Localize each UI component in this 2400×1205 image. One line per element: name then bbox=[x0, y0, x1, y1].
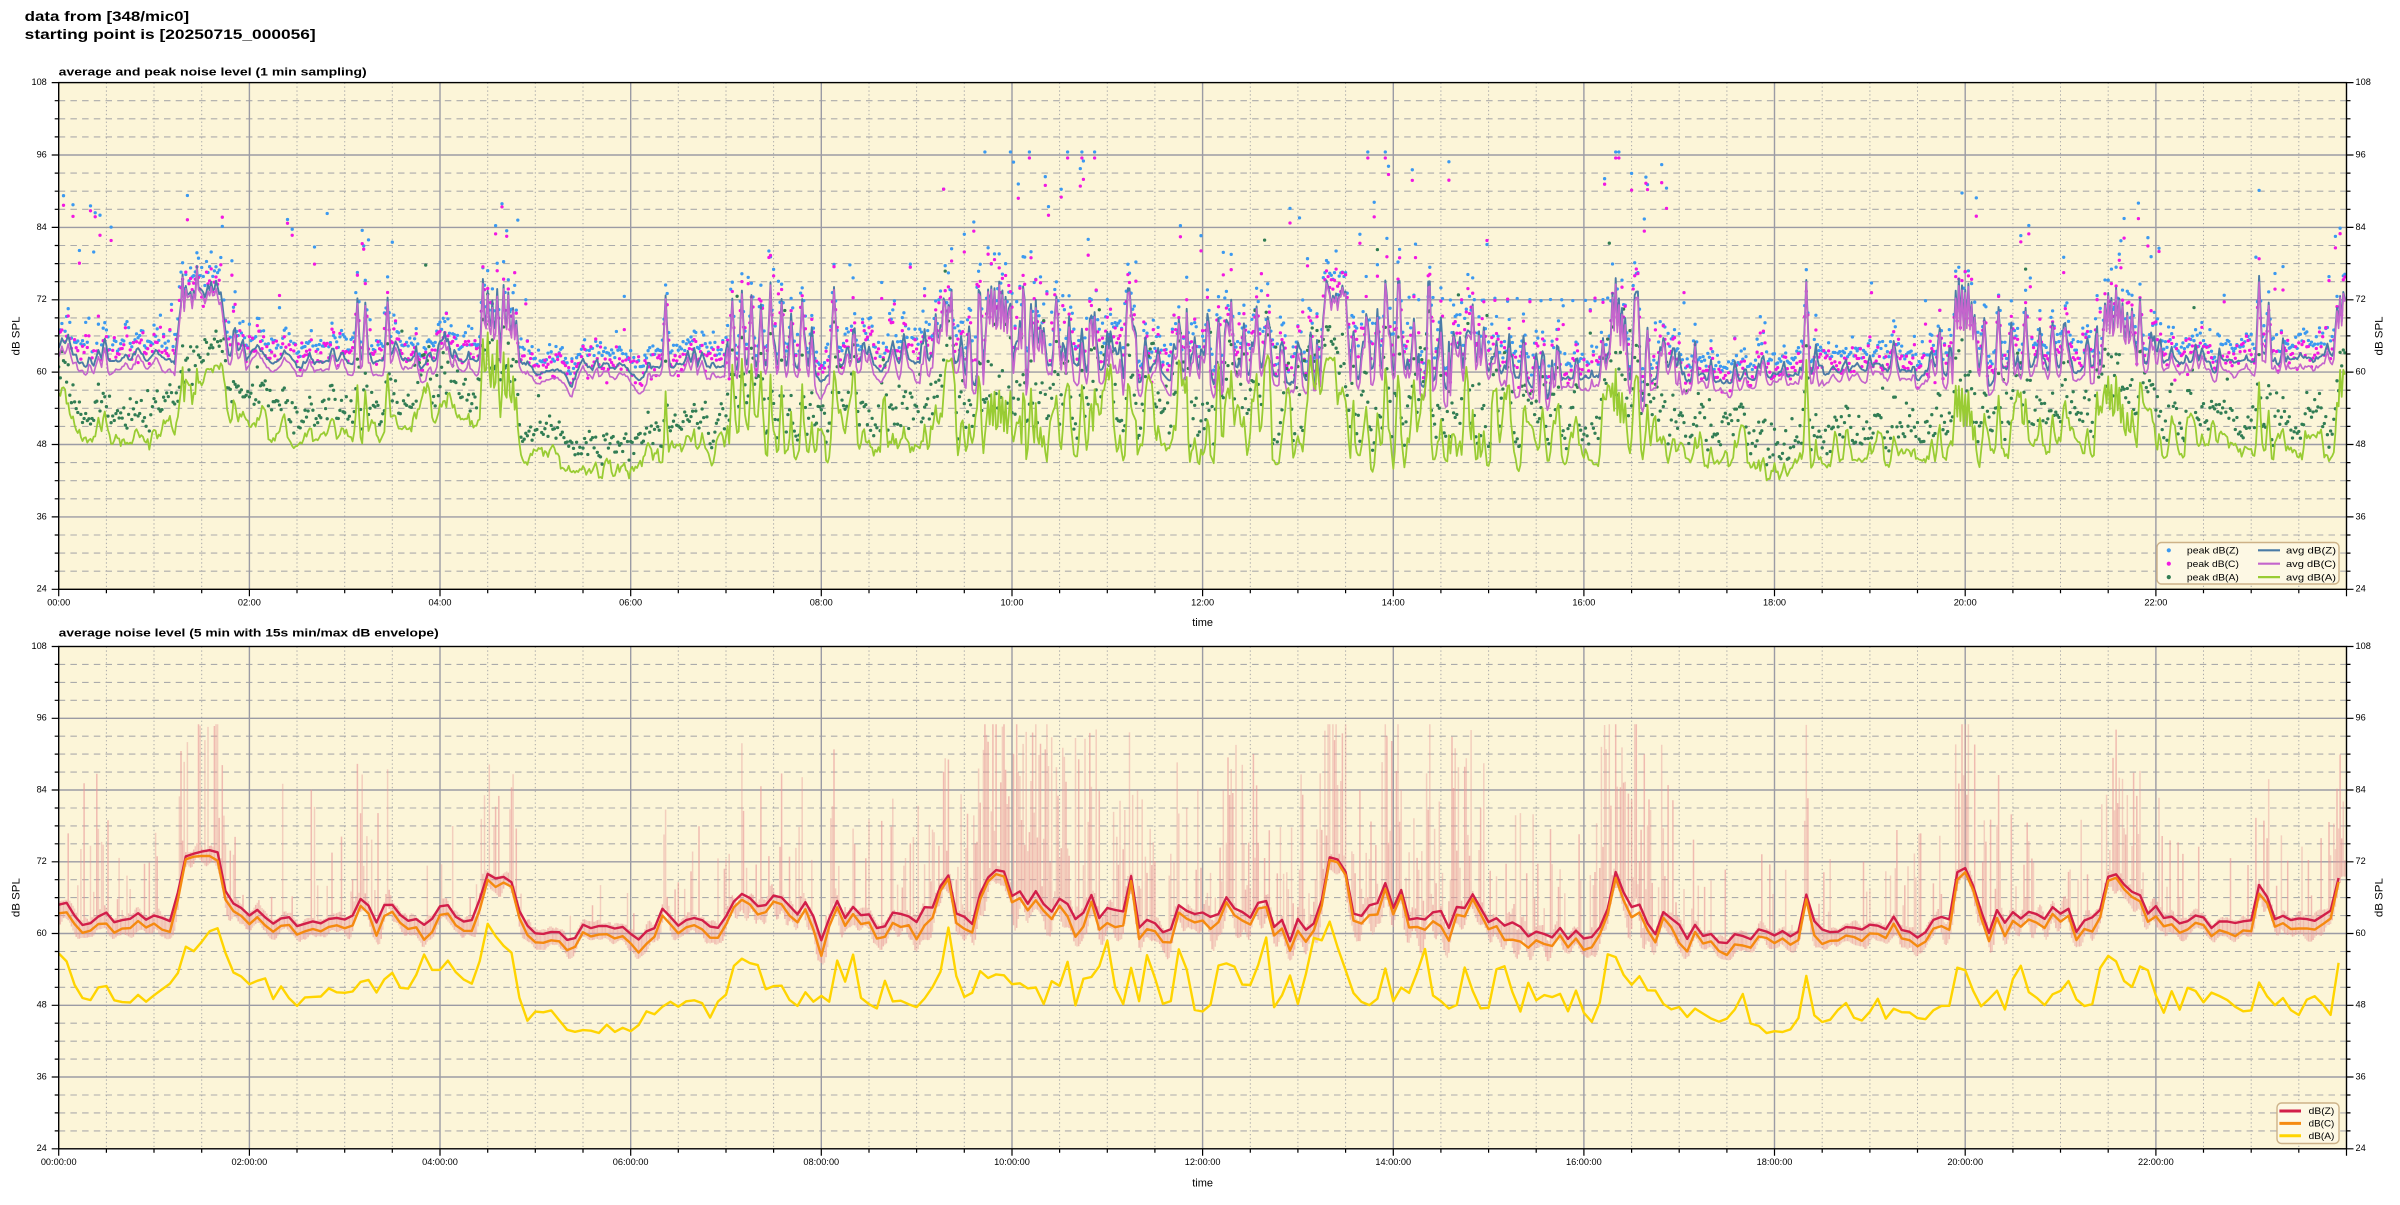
svg-text:84: 84 bbox=[37, 784, 47, 794]
svg-text:12:00:00: 12:00:00 bbox=[1185, 1157, 1221, 1167]
svg-text:10:00: 10:00 bbox=[1000, 597, 1023, 607]
svg-text:60: 60 bbox=[2356, 367, 2366, 377]
svg-text:dB SPL: dB SPL bbox=[11, 878, 23, 917]
svg-text:06:00:00: 06:00:00 bbox=[613, 1157, 649, 1167]
svg-text:average noise level (5 min wit: average noise level (5 min with 15s min/… bbox=[59, 627, 439, 639]
svg-text:dB(C): dB(C) bbox=[2309, 1118, 2335, 1129]
svg-text:96: 96 bbox=[37, 149, 47, 159]
svg-text:04:00: 04:00 bbox=[429, 597, 452, 607]
svg-text:108: 108 bbox=[31, 641, 46, 651]
svg-text:48: 48 bbox=[37, 439, 47, 449]
svg-text:36: 36 bbox=[37, 1071, 47, 1081]
svg-text:108: 108 bbox=[31, 77, 46, 87]
svg-text:48: 48 bbox=[2356, 439, 2366, 449]
svg-text:36: 36 bbox=[2356, 1071, 2366, 1081]
svg-text:24: 24 bbox=[2356, 584, 2366, 594]
svg-text:16:00:00: 16:00:00 bbox=[1566, 1157, 1602, 1167]
svg-text:02:00:00: 02:00:00 bbox=[231, 1157, 267, 1167]
svg-text:72: 72 bbox=[2356, 294, 2366, 304]
svg-text:time: time bbox=[1192, 617, 1213, 629]
svg-text:84: 84 bbox=[2356, 222, 2366, 232]
svg-text:dB SPL: dB SPL bbox=[2374, 878, 2386, 917]
svg-text:08:00:00: 08:00:00 bbox=[803, 1157, 839, 1167]
svg-text:peak dB(A): peak dB(A) bbox=[2187, 571, 2239, 582]
svg-text:36: 36 bbox=[2356, 511, 2366, 521]
svg-text:108: 108 bbox=[2356, 77, 2371, 87]
svg-text:22:00: 22:00 bbox=[2144, 597, 2167, 607]
svg-text:24: 24 bbox=[37, 584, 47, 594]
svg-text:avg dB(C): avg dB(C) bbox=[2286, 558, 2336, 569]
svg-text:peak dB(C): peak dB(C) bbox=[2187, 558, 2239, 569]
svg-text:time: time bbox=[1192, 1177, 1213, 1189]
svg-text:average and peak noise level (: average and peak noise level (1 min samp… bbox=[59, 67, 367, 79]
svg-text:04:00:00: 04:00:00 bbox=[422, 1157, 458, 1167]
svg-text:10:00:00: 10:00:00 bbox=[994, 1157, 1030, 1167]
svg-text:22:00:00: 22:00:00 bbox=[2138, 1157, 2174, 1167]
svg-text:48: 48 bbox=[2356, 1000, 2366, 1010]
svg-text:12:00: 12:00 bbox=[1191, 597, 1214, 607]
svg-text:18:00:00: 18:00:00 bbox=[1757, 1157, 1793, 1167]
svg-text:avg dB(A): avg dB(A) bbox=[2286, 571, 2336, 582]
svg-text:02:00: 02:00 bbox=[238, 597, 261, 607]
svg-text:96: 96 bbox=[2356, 149, 2366, 159]
svg-text:96: 96 bbox=[2356, 713, 2366, 723]
svg-text:24: 24 bbox=[2356, 1143, 2366, 1153]
svg-text:dB SPL: dB SPL bbox=[11, 316, 23, 355]
svg-text:72: 72 bbox=[37, 856, 47, 866]
svg-text:00:00:00: 00:00:00 bbox=[41, 1157, 77, 1167]
svg-text:72: 72 bbox=[37, 294, 47, 304]
svg-text:avg dB(Z): avg dB(Z) bbox=[2286, 545, 2336, 556]
svg-text:72: 72 bbox=[2356, 856, 2366, 866]
svg-text:16:00: 16:00 bbox=[1572, 597, 1595, 607]
svg-text:14:00:00: 14:00:00 bbox=[1375, 1157, 1411, 1167]
svg-text:108: 108 bbox=[2356, 641, 2371, 651]
svg-text:dB SPL: dB SPL bbox=[2374, 316, 2386, 355]
svg-text:36: 36 bbox=[37, 511, 47, 521]
svg-text:dB(Z): dB(Z) bbox=[2309, 1105, 2335, 1116]
svg-text:dB(A): dB(A) bbox=[2309, 1130, 2335, 1141]
svg-text:20:00:00: 20:00:00 bbox=[1947, 1157, 1983, 1167]
svg-text:84: 84 bbox=[2356, 784, 2366, 794]
svg-text:starting point is [20250715_00: starting point is [20250715_000056] bbox=[25, 27, 316, 42]
svg-text:60: 60 bbox=[37, 367, 47, 377]
svg-text:48: 48 bbox=[37, 1000, 47, 1010]
svg-text:peak dB(Z): peak dB(Z) bbox=[2187, 545, 2239, 556]
svg-text:84: 84 bbox=[37, 222, 47, 232]
svg-text:60: 60 bbox=[2356, 928, 2366, 938]
svg-text:96: 96 bbox=[37, 713, 47, 723]
svg-text:00:00: 00:00 bbox=[47, 597, 70, 607]
svg-text:18:00: 18:00 bbox=[1763, 597, 1786, 607]
svg-text:20:00: 20:00 bbox=[1954, 597, 1977, 607]
svg-text:data from [348/mic0]: data from [348/mic0] bbox=[25, 9, 190, 24]
svg-text:24: 24 bbox=[37, 1143, 47, 1153]
svg-text:14:00: 14:00 bbox=[1382, 597, 1405, 607]
svg-text:06:00: 06:00 bbox=[619, 597, 642, 607]
svg-text:60: 60 bbox=[37, 928, 47, 938]
svg-text:08:00: 08:00 bbox=[810, 597, 833, 607]
